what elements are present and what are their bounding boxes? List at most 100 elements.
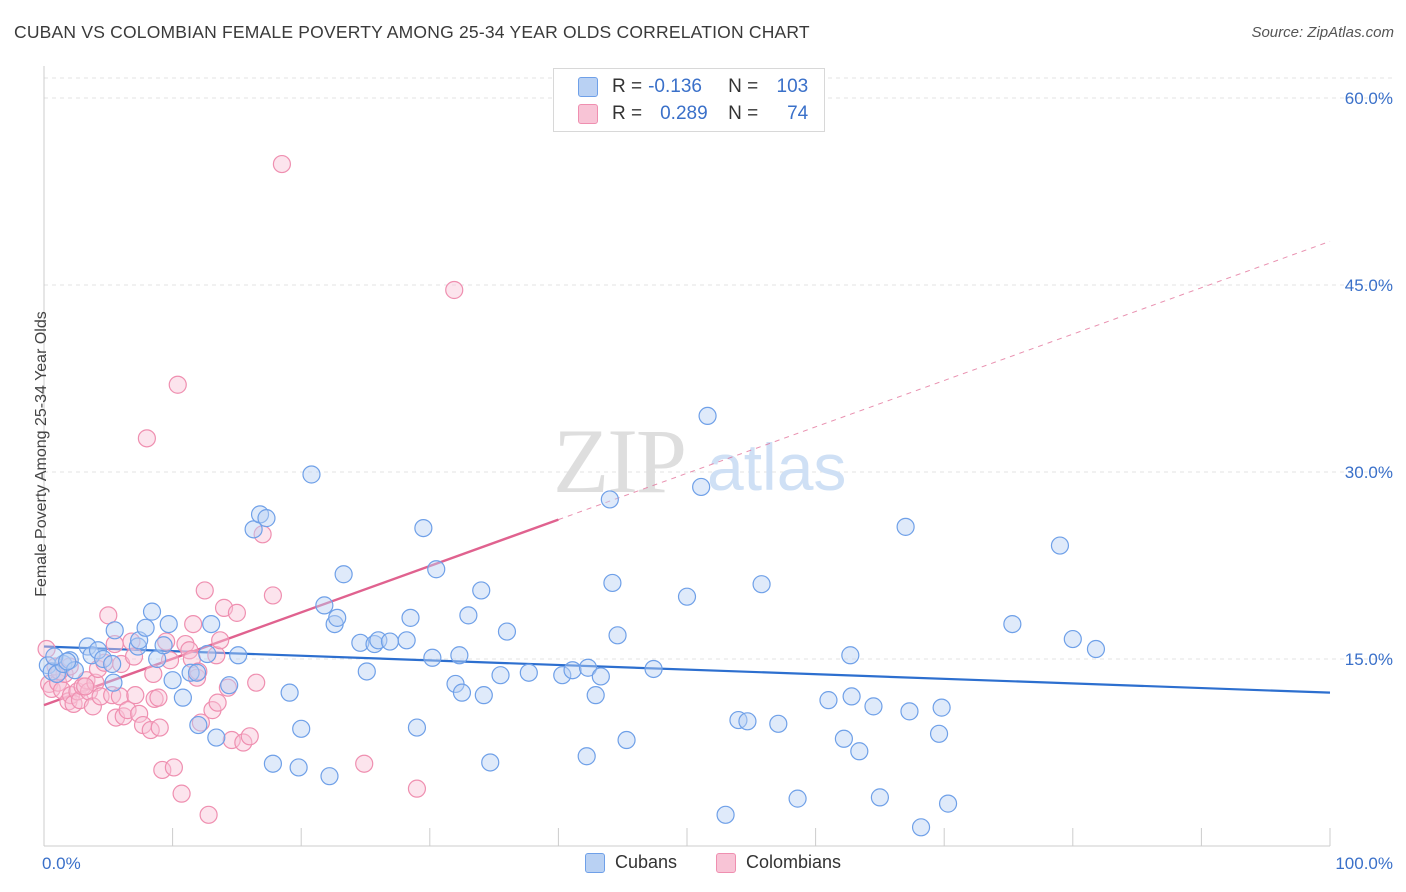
cubans-point — [1003, 614, 1022, 634]
colombians-trend-line — [43, 518, 559, 707]
cubans-point — [88, 641, 108, 660]
axes — [43, 66, 1331, 847]
legend-swatch-cubans — [578, 77, 598, 97]
cubans-point — [450, 646, 469, 665]
cubans-point — [181, 663, 200, 682]
cubans-point — [369, 631, 388, 650]
cubans-point — [459, 606, 478, 625]
colombians-point — [211, 631, 230, 650]
colombians-point — [164, 758, 183, 777]
colombians-point — [91, 687, 110, 706]
colombians-point — [76, 677, 95, 696]
cubans-point — [788, 789, 807, 808]
legend-n-label: N = — [728, 76, 759, 97]
cubans-point — [481, 753, 500, 772]
legend-swatch-colombians — [578, 104, 598, 124]
colombians-point — [168, 375, 187, 394]
legend-row-cubans: R = -0.136 N = 103 — [578, 75, 808, 99]
cubans-point — [452, 683, 472, 702]
cubans-point — [357, 662, 376, 681]
cubans-point — [769, 714, 788, 733]
cubans-point — [198, 644, 217, 664]
colombians-point — [222, 730, 241, 750]
cubans-point — [159, 614, 178, 634]
y-tick-label: 30.0% — [1345, 463, 1393, 482]
colombians-point — [195, 581, 214, 600]
cubans-point — [229, 646, 248, 665]
tick-labels: 15.0% 30.0% 45.0% 60.0% 0.0% 100.0% — [42, 89, 1393, 873]
cubans-point — [136, 618, 155, 637]
colombians-point — [124, 647, 144, 666]
cubans-point — [315, 596, 334, 615]
cubans-point — [716, 805, 735, 824]
watermark-atlas: atlas — [707, 430, 846, 504]
cubans-point — [553, 666, 572, 685]
cubans-point — [819, 691, 838, 710]
colombians-point — [37, 639, 56, 659]
cubans-point — [603, 573, 622, 593]
cubans-point — [292, 719, 311, 738]
colombians-point — [227, 603, 246, 622]
chart-title: CUBAN VS COLOMBIAN FEMALE POVERTY AMONG … — [14, 22, 810, 42]
cubans-point — [497, 622, 517, 641]
bottom-legend-label-colombians: Colombians — [746, 852, 842, 872]
colombians-point — [199, 805, 218, 824]
cubans-point — [105, 621, 124, 640]
legend-r-label: R = — [612, 76, 643, 97]
cubans-point — [401, 608, 420, 627]
colombians-point — [130, 704, 149, 723]
cubans-point — [104, 673, 123, 692]
cubans-point — [491, 666, 510, 685]
colombians-point — [184, 614, 203, 634]
colombians-point — [445, 280, 464, 300]
watermark: ZIP atlas — [553, 410, 846, 512]
cubans-point — [608, 626, 627, 645]
cubans-point — [1050, 536, 1070, 555]
cubans-point — [244, 520, 263, 539]
cubans-point — [577, 747, 596, 766]
cubans-point — [163, 671, 182, 690]
cubans-point — [900, 702, 919, 721]
colombians-point — [83, 697, 102, 716]
x-tick-label: 100.0% — [1335, 854, 1393, 873]
cubans-point — [407, 718, 427, 737]
cubans-point — [320, 767, 339, 786]
colombians-point — [247, 673, 266, 692]
colombians-point — [189, 662, 208, 681]
cubans-point — [427, 560, 446, 579]
cubans-point — [187, 663, 207, 682]
cubans-point — [78, 637, 97, 656]
cubans-point — [189, 715, 208, 735]
colombians-point — [272, 154, 292, 174]
legend-n-value: 103 — [776, 76, 809, 97]
legend-r-value: -0.136 — [648, 76, 702, 97]
data-points — [37, 154, 1106, 837]
y-tick-label: 15.0% — [1345, 650, 1393, 669]
cubans-point — [414, 518, 433, 538]
cubans-point — [397, 631, 416, 650]
colombians-point — [144, 664, 163, 684]
cubans-point — [752, 575, 771, 594]
cubans-point — [423, 648, 442, 667]
cubans-point — [142, 602, 162, 621]
cubans-point — [864, 697, 883, 716]
cubans-point — [932, 698, 951, 717]
legend-n-label: N = — [728, 103, 759, 124]
cubans-point — [128, 637, 147, 656]
cubans-point — [870, 788, 890, 807]
cubans-point — [58, 652, 77, 671]
colombians-point — [240, 727, 259, 746]
colombians-point — [191, 713, 210, 732]
bottom-legend-colombians: Colombians — [716, 852, 841, 873]
colombians-point — [160, 651, 180, 670]
cubans-point — [929, 724, 949, 743]
cubans-point — [911, 818, 931, 837]
y-axis-label: Female Poverty Among 25-34 Year Olds — [33, 311, 50, 597]
cubans-point — [563, 661, 582, 680]
colombians-point — [355, 754, 374, 773]
cubans-point — [644, 659, 663, 679]
cubans-point — [280, 683, 299, 702]
cubans-point — [600, 490, 619, 509]
x-tick-label: 0.0% — [42, 854, 81, 873]
